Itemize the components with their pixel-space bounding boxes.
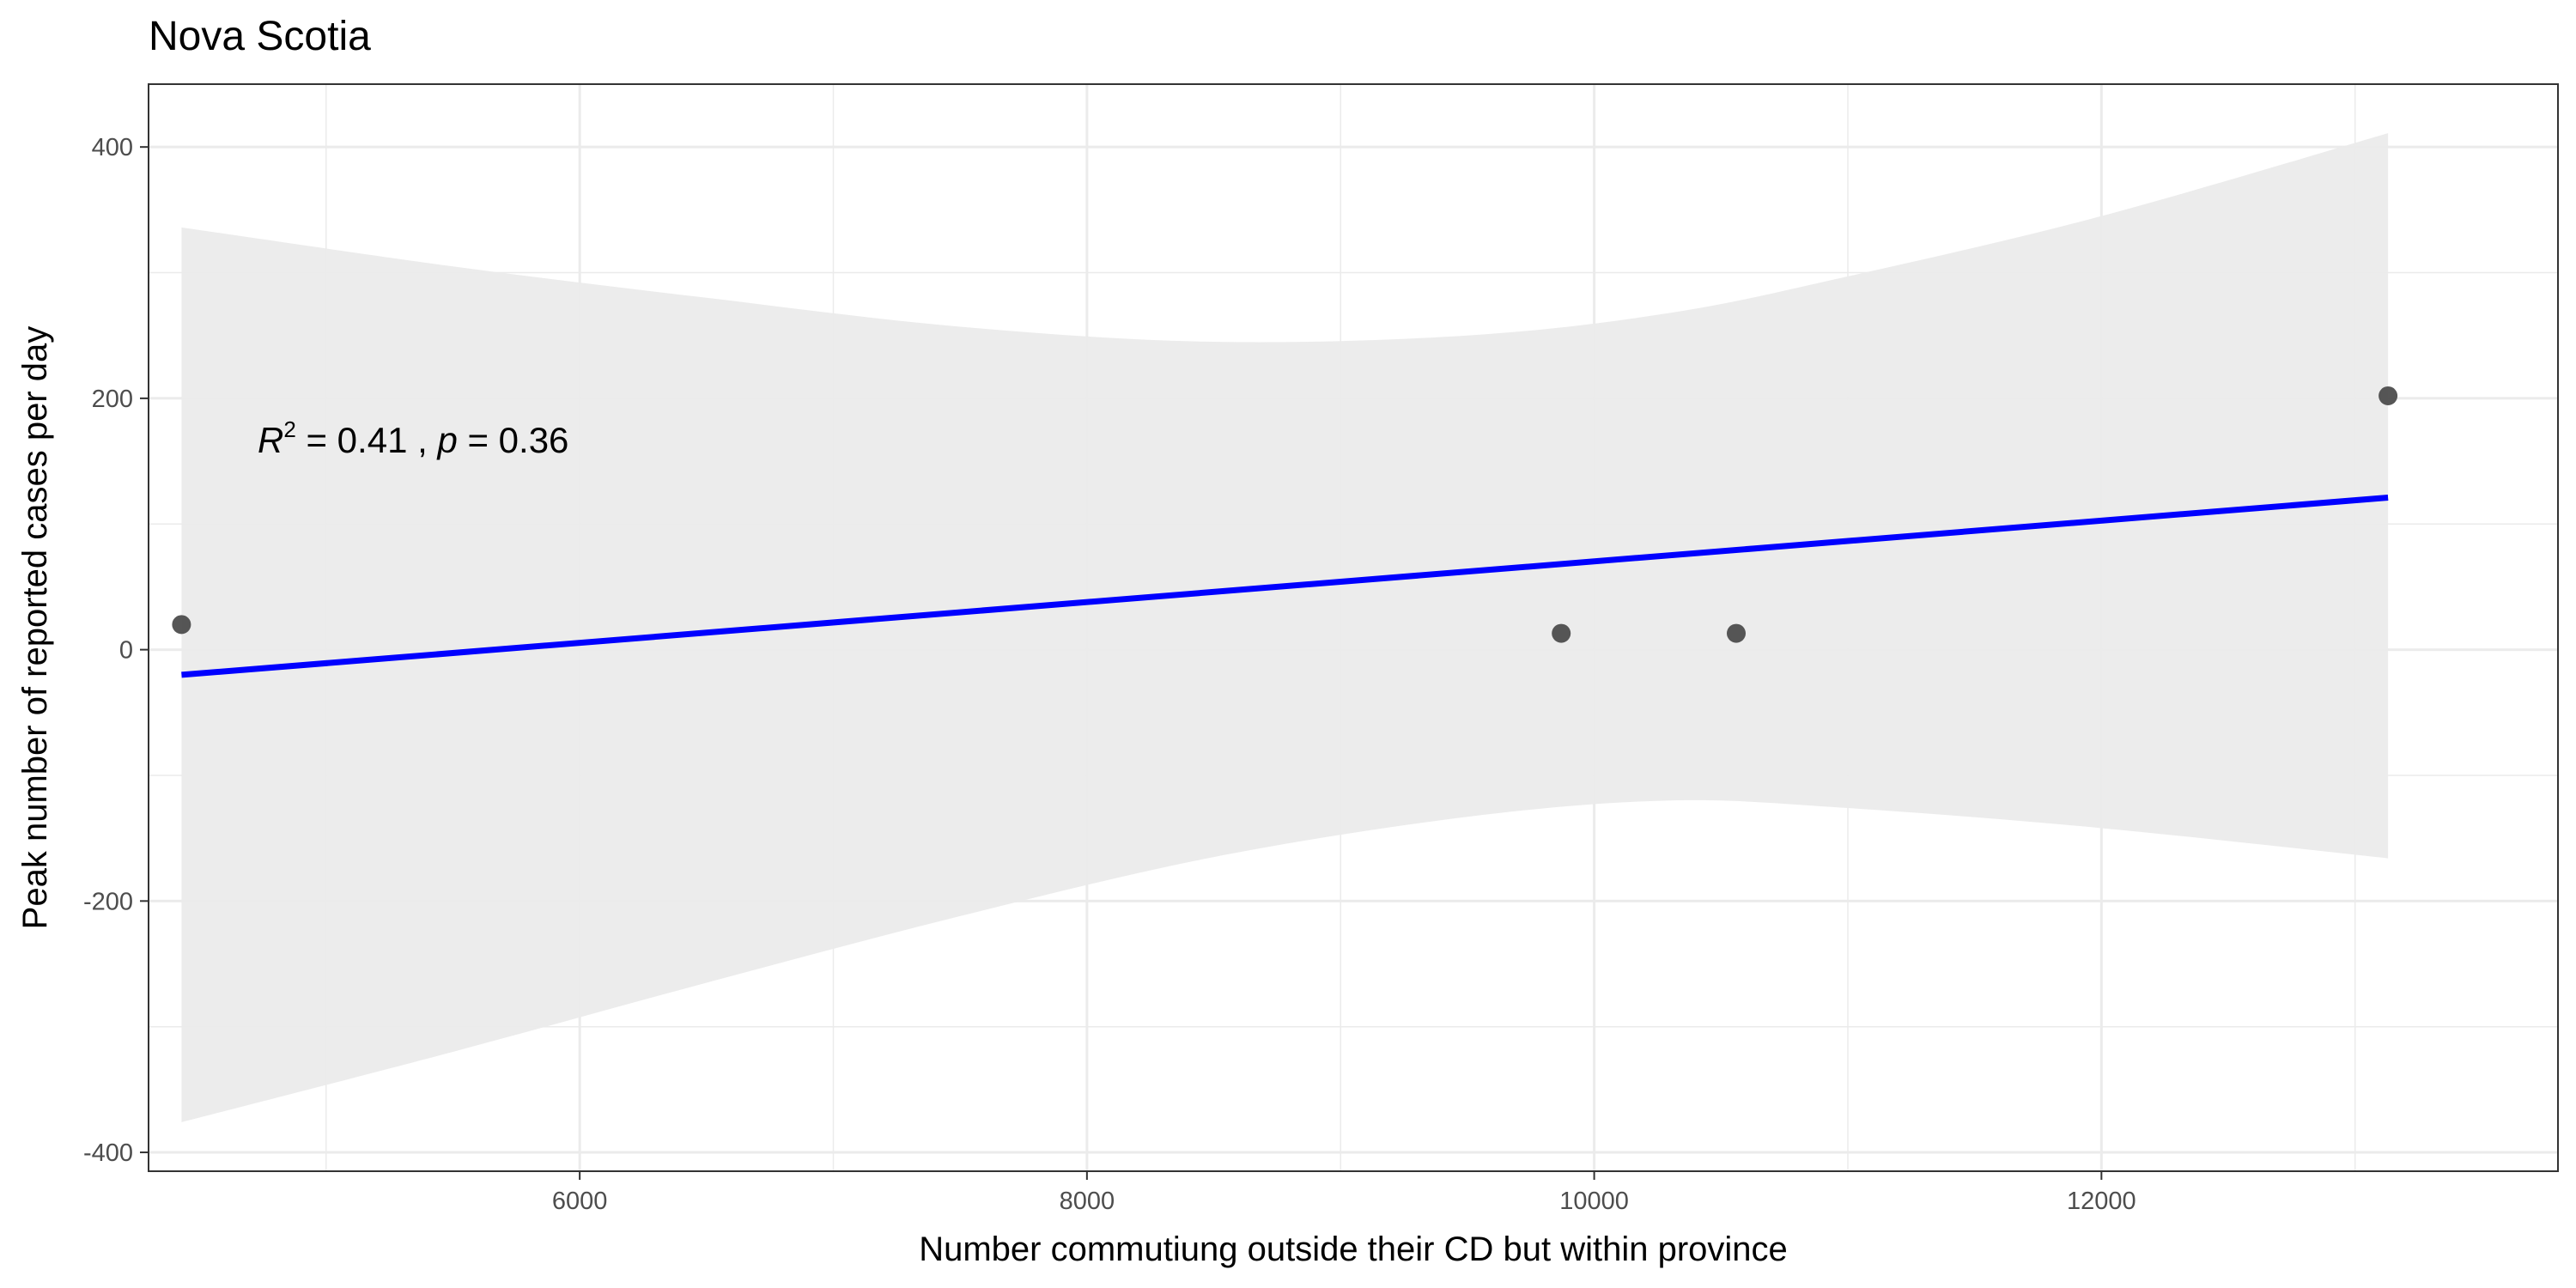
x-tick-label: 6000 (552, 1188, 608, 1215)
x-tick-label: 12000 (2067, 1188, 2136, 1215)
p-symbol: p (435, 420, 457, 460)
y-tick-label: 200 (92, 386, 133, 413)
data-point (1727, 623, 1747, 643)
data-points (172, 386, 2398, 643)
data-point (2379, 386, 2398, 405)
data-point (172, 615, 191, 635)
p-value: = 0.36 (458, 420, 569, 460)
x-tick-label: 10000 (1559, 1188, 1629, 1215)
y-tick-label: -200 (83, 888, 133, 915)
regression-line (181, 495, 2389, 678)
x-axis-ticks: 6000 8000 10000 12000 (552, 1171, 2136, 1215)
y-axis-title: Peak number of reported cases per day (16, 326, 54, 930)
panel-border (148, 83, 2559, 1172)
chart-title: Nova Scotia (149, 14, 371, 59)
r2-exponent: 2 (283, 416, 295, 442)
stats-annotation: R2 = 0.41 , p = 0.36 (258, 416, 568, 460)
y-tick-label: -400 (83, 1139, 133, 1167)
data-point (1552, 623, 1571, 643)
y-tick-label: 0 (119, 637, 133, 665)
y-tick-label: 400 (92, 134, 133, 161)
r2-value: = 0.41 , (296, 420, 438, 460)
r2-symbol: R (258, 420, 283, 460)
y-axis-ticks: -400 -200 0 200 400 (83, 134, 149, 1167)
x-axis-title: Number commutiung outside their CD but w… (919, 1230, 1788, 1268)
confidence-band (181, 133, 2389, 1122)
x-tick-label: 8000 (1060, 1188, 1115, 1215)
